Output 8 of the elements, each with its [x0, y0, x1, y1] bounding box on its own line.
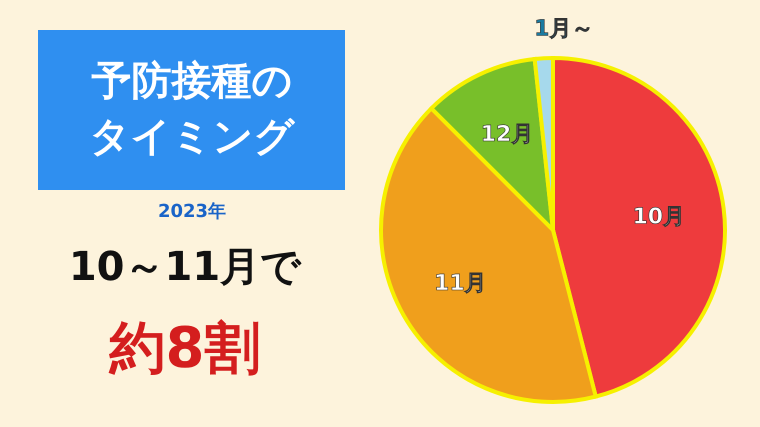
text: 10～11月で: [68, 244, 302, 290]
slice-label: 10月: [632, 204, 686, 230]
text: 約8割: [108, 316, 260, 381]
text: 2023年: [158, 201, 226, 222]
slice-label: 11月: [434, 270, 487, 296]
text: 予防接種のタイミング: [90, 58, 296, 160]
slice-label: 12月: [480, 122, 534, 147]
slice-label: 1月～: [534, 16, 594, 42]
